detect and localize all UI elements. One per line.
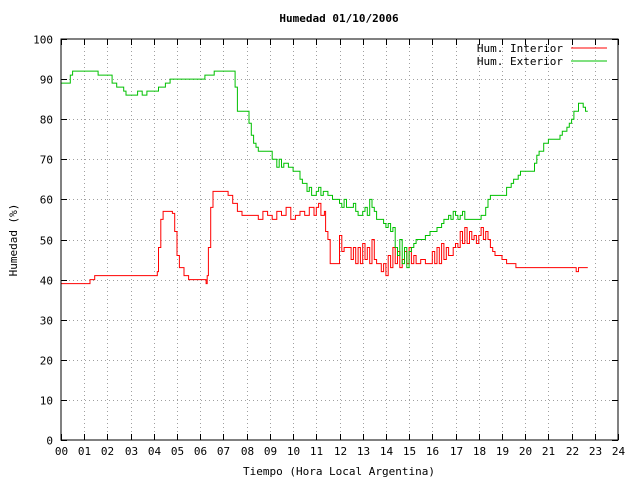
y-tick-label: 70	[40, 154, 53, 167]
y-tick-label: 80	[40, 114, 53, 127]
tick-labels: 00 01 02 03 04 05 06 07 08 09 10 11 12 13 14 15 16 17 18 19…	[33, 34, 625, 459]
y-tick-label: 40	[40, 275, 53, 288]
y-tick-label: 90	[40, 74, 53, 87]
x-tick-label: 09	[264, 445, 277, 458]
x-tick-label: 03	[125, 445, 138, 458]
x-tick-label: 24	[612, 445, 626, 458]
y-tick-label: 10	[40, 395, 53, 408]
grid	[61, 39, 618, 440]
x-tick-label: 07	[217, 445, 230, 458]
axis-ticks	[61, 39, 619, 441]
x-tick-label: 17	[450, 445, 463, 458]
x-tick-label: 23	[589, 445, 602, 458]
series-line-exterior	[61, 70, 588, 269]
chart-title: Humedad 01/10/2006	[279, 12, 399, 25]
x-tick-label: 14	[380, 445, 394, 458]
x-tick-label: 13	[357, 445, 370, 458]
x-tick-label: 08	[241, 445, 254, 458]
x-tick-label: 05	[171, 445, 184, 458]
x-axis-label: Tiempo (Hora Local Argentina)	[243, 465, 435, 478]
series-line-interior	[61, 190, 588, 285]
x-tick-label: 22	[566, 445, 579, 458]
y-tick-label: 100	[33, 34, 53, 47]
y-tick-label: 60	[40, 194, 53, 207]
series-lines	[61, 70, 588, 285]
legend-label-interior: Hum. Interior	[477, 42, 563, 55]
x-tick-label: 16	[426, 445, 439, 458]
x-tick-label: 18	[473, 445, 486, 458]
x-tick-label: 20	[519, 445, 532, 458]
y-tick-label: 30	[40, 315, 53, 328]
y-tick-label: 0	[46, 435, 53, 448]
x-tick-label: 21	[542, 445, 555, 458]
legend: Hum. Interior Hum. Exterior	[477, 42, 607, 68]
y-axis-label: Humedad (%)	[7, 204, 20, 277]
x-tick-label: 10	[287, 445, 300, 458]
y-tick-label: 20	[40, 355, 53, 368]
x-tick-label: 06	[194, 445, 207, 458]
legend-label-exterior: Hum. Exterior	[477, 55, 563, 68]
x-tick-label: 04	[148, 445, 162, 458]
x-tick-label: 19	[496, 445, 509, 458]
x-tick-label: 12	[334, 445, 347, 458]
x-tick-label: 11	[310, 445, 323, 458]
plot-frame	[60, 38, 619, 441]
x-tick-label: 02	[101, 445, 114, 458]
y-tick-label: 50	[40, 235, 53, 248]
x-tick-label: 01	[78, 445, 91, 458]
x-tick-label: 00	[55, 445, 68, 458]
x-tick-label: 15	[403, 445, 416, 458]
